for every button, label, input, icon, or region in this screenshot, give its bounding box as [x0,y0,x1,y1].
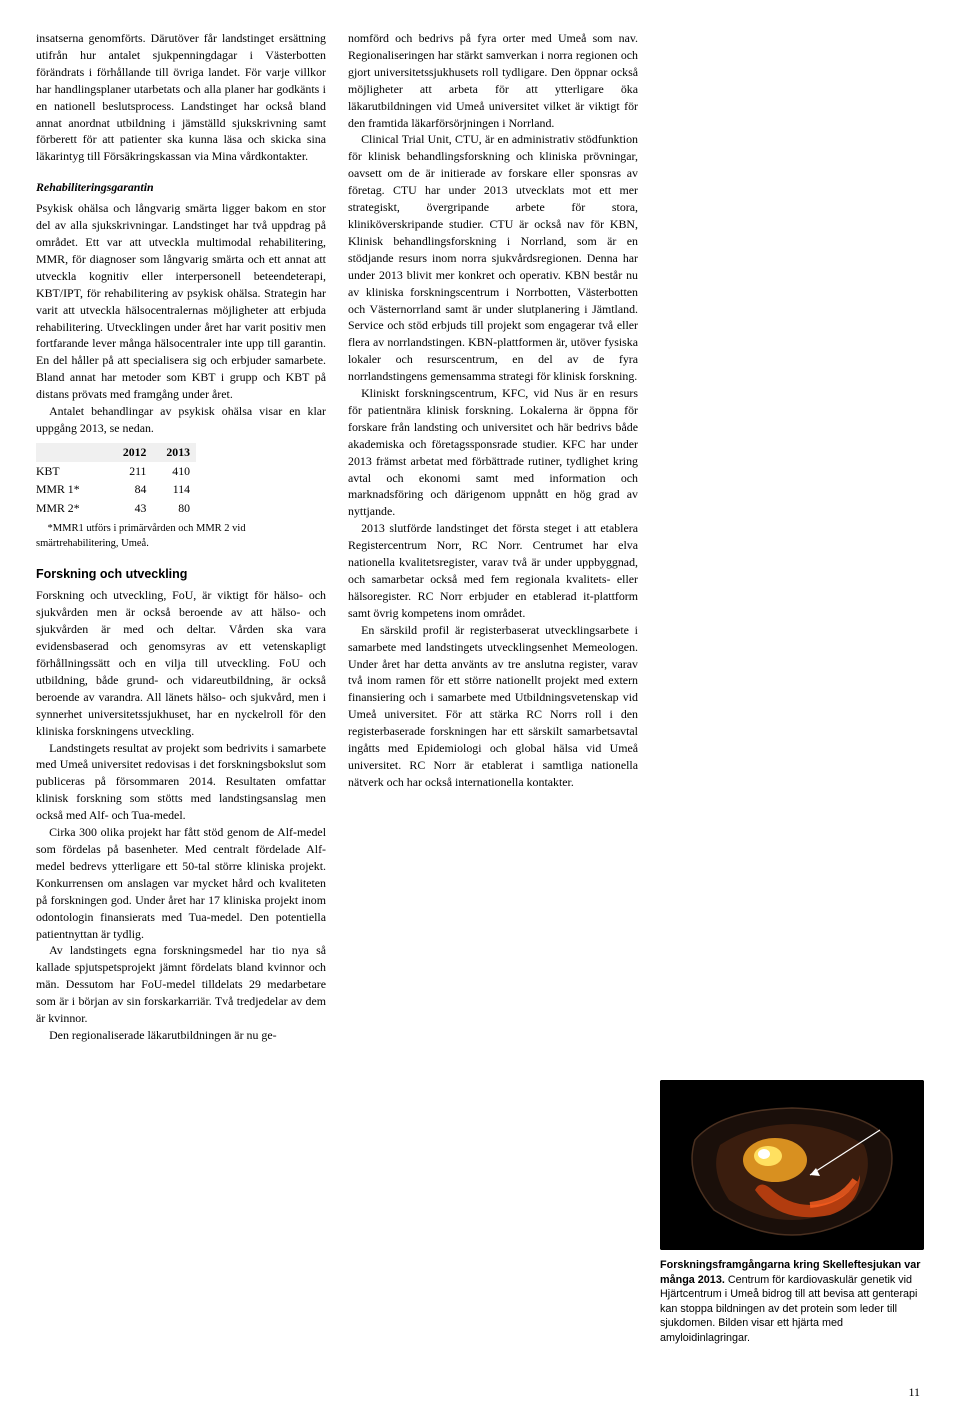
para: Den regionaliserade läkarutbildningen är… [36,1027,326,1044]
table-row: MMR 1* 84 114 [36,480,196,499]
figure-sidebar: Forskningsframgångarna kring Skelleftesj… [660,1080,924,1345]
para: Clinical Trial Unit, CTU, är en administ… [348,131,638,385]
th-2013: 2013 [152,443,196,462]
cell: 84 [109,480,153,499]
cell: 114 [152,480,196,499]
para: Antalet behandlingar av psykisk ohälsa v… [36,403,326,437]
column-2: nomförd och bedrivs på fyra orter med Um… [348,30,638,1044]
cell: 80 [152,499,196,518]
figure-caption: Forskningsframgångarna kring Skelleftesj… [660,1258,924,1345]
heart-scan-image [660,1080,924,1250]
cell: MMR 1* [36,480,109,499]
subheading-rehabiliteringsgarantin: Rehabiliteringsgarantin [36,179,326,196]
para: Av landstingets egna forskningsmedel har… [36,942,326,1027]
para: Psykisk ohälsa och långvarig smärta ligg… [36,200,326,403]
table-row: MMR 2* 43 80 [36,499,196,518]
para: Forskning och utveckling, FoU, är viktig… [36,587,326,739]
cell: 43 [109,499,153,518]
para: nomförd och bedrivs på fyra orter med Um… [348,30,638,131]
heading-forskning: Forskning och utveckling [36,566,326,584]
para: Kliniskt forskningscentrum, KFC, vid Nus… [348,385,638,520]
para: 2013 slutförde landstinget det första st… [348,520,638,621]
treatment-table: 2012 2013 KBT 211 410 MMR 1* 84 114 MMR … [36,443,196,518]
cell: 410 [152,462,196,481]
column-1: insatserna genomförts. Därutöver får lan… [36,30,326,1044]
para: Landstingets resultat av projekt som bed… [36,740,326,825]
table-header-row: 2012 2013 [36,443,196,462]
para: insatserna genomförts. Därutöver får lan… [36,30,326,165]
para: Cirka 300 olika projekt har fått stöd ge… [36,824,326,942]
table-footnote: *MMR1 utförs i primärvården och MMR 2 vi… [36,522,326,552]
cell: KBT [36,462,109,481]
th-blank [36,443,109,462]
para: En särskild profil är registerbaserat ut… [348,622,638,791]
th-2012: 2012 [109,443,153,462]
page-number: 11 [908,1385,920,1400]
cell: MMR 2* [36,499,109,518]
table-row: KBT 211 410 [36,462,196,481]
cell: 211 [109,462,153,481]
text-columns: insatserna genomförts. Därutöver får lan… [36,30,924,1044]
